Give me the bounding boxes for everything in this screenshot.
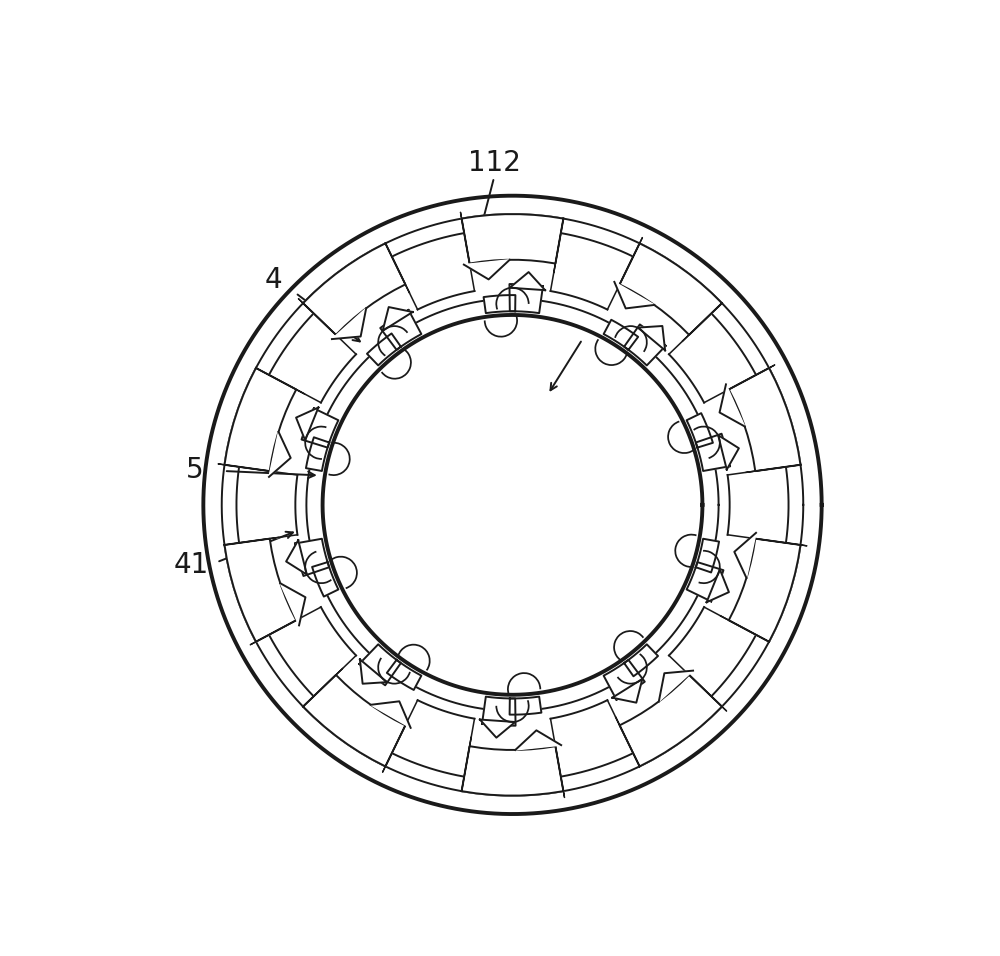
Polygon shape — [624, 324, 666, 365]
Polygon shape — [720, 384, 745, 426]
Polygon shape — [286, 540, 307, 575]
Polygon shape — [620, 675, 722, 767]
Polygon shape — [332, 308, 366, 339]
Polygon shape — [718, 435, 739, 469]
Polygon shape — [687, 562, 723, 601]
Polygon shape — [604, 319, 638, 350]
Polygon shape — [682, 303, 722, 341]
Polygon shape — [620, 237, 642, 284]
Polygon shape — [482, 697, 516, 726]
Polygon shape — [515, 730, 561, 750]
Polygon shape — [312, 562, 338, 597]
Text: 5: 5 — [186, 455, 203, 484]
Polygon shape — [225, 368, 296, 471]
Polygon shape — [696, 434, 730, 471]
Polygon shape — [620, 244, 722, 335]
Polygon shape — [280, 583, 305, 625]
Polygon shape — [484, 295, 515, 314]
Polygon shape — [256, 368, 305, 394]
Text: 112: 112 — [468, 148, 521, 177]
Polygon shape — [612, 679, 642, 703]
Polygon shape — [218, 464, 270, 471]
Polygon shape — [462, 747, 563, 795]
Polygon shape — [371, 702, 411, 728]
Polygon shape — [462, 737, 471, 792]
Polygon shape — [509, 284, 543, 314]
Polygon shape — [295, 539, 329, 576]
Polygon shape — [380, 310, 421, 350]
Polygon shape — [720, 616, 769, 641]
Polygon shape — [729, 368, 800, 471]
Polygon shape — [360, 660, 387, 684]
Polygon shape — [359, 644, 401, 685]
Polygon shape — [367, 334, 401, 365]
Polygon shape — [302, 408, 338, 447]
Polygon shape — [615, 717, 640, 767]
Polygon shape — [510, 272, 545, 291]
Polygon shape — [554, 219, 563, 273]
Polygon shape — [746, 465, 800, 472]
Polygon shape — [729, 365, 775, 389]
Polygon shape — [385, 244, 410, 293]
Polygon shape — [387, 660, 421, 690]
Polygon shape — [303, 675, 405, 767]
Polygon shape — [689, 675, 727, 711]
Polygon shape — [614, 282, 654, 309]
Polygon shape — [296, 407, 318, 441]
Polygon shape — [383, 307, 413, 331]
Polygon shape — [555, 747, 565, 797]
Polygon shape — [269, 432, 291, 477]
Polygon shape — [250, 620, 296, 644]
Polygon shape — [734, 532, 756, 578]
Text: 4: 4 — [264, 267, 282, 294]
Polygon shape — [755, 538, 807, 546]
Polygon shape — [303, 668, 343, 706]
Polygon shape — [464, 260, 510, 279]
Polygon shape — [480, 720, 515, 738]
Polygon shape — [638, 326, 665, 350]
Polygon shape — [687, 413, 713, 447]
Text: 41: 41 — [173, 552, 208, 579]
Polygon shape — [707, 570, 729, 602]
Polygon shape — [604, 660, 645, 700]
Polygon shape — [383, 726, 405, 772]
Polygon shape — [462, 214, 563, 264]
Polygon shape — [729, 538, 800, 641]
Polygon shape — [303, 244, 405, 335]
Polygon shape — [624, 644, 658, 676]
Polygon shape — [659, 670, 693, 702]
Polygon shape — [225, 538, 296, 641]
Polygon shape — [298, 298, 336, 335]
Polygon shape — [460, 212, 470, 264]
Polygon shape — [696, 539, 719, 573]
Polygon shape — [225, 537, 279, 545]
Polygon shape — [510, 697, 541, 715]
Polygon shape — [306, 437, 329, 471]
